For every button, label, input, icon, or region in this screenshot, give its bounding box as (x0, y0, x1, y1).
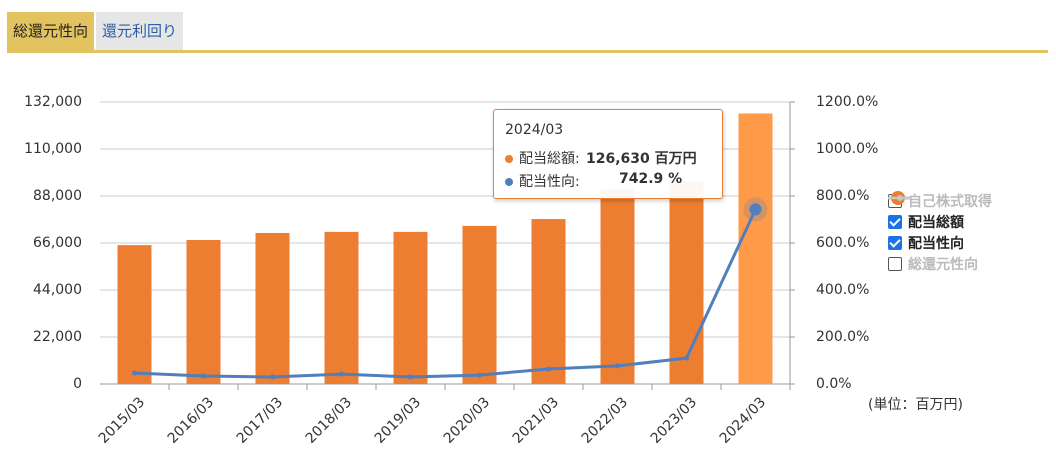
legend-entry[interactable]: 配当総額 (888, 191, 992, 232)
y-tick-label: 110,000 (24, 141, 82, 157)
tab[interactable]: 総還元性向 (7, 12, 95, 50)
tooltip-row: 配当総額: (505, 148, 580, 168)
legend: 自己株式取得 配当総額配当性向総還元性向 (888, 190, 992, 274)
x-tick-label: 2022/03 (579, 394, 631, 446)
unit-note: (単位：百万円) (868, 397, 963, 413)
x-tick-label: 2021/03 (510, 394, 562, 446)
y2-tick-label: 800.0% (816, 188, 869, 204)
point (270, 374, 275, 380)
point (132, 370, 137, 376)
tab[interactable]: 還元利回り (96, 12, 184, 50)
tabs: 総還元性向 還元利回り (7, 12, 184, 50)
tooltip-value: 742.9 % (619, 171, 683, 187)
legend-entry[interactable]: 総還元性向 (888, 195, 992, 274)
y-tick-label: 132,000 (24, 94, 82, 110)
y2-tick-label: 1000.0% (816, 141, 878, 157)
point (339, 371, 344, 377)
bar (117, 245, 152, 384)
y2-tick-label: 1200.0% (816, 94, 878, 110)
tooltip-label: 配当性向: (519, 174, 580, 190)
bar (255, 232, 290, 384)
y2-tick-label: 200.0% (816, 329, 869, 345)
bar (186, 240, 221, 384)
x-tick-label: 2023/03 (648, 394, 700, 446)
bar (600, 188, 635, 384)
y-tick-label: 88,000 (33, 188, 82, 204)
y-tick-label: 22,000 (33, 329, 82, 345)
bar (531, 219, 566, 384)
bar (462, 225, 497, 384)
legend-checkbox[interactable] (888, 235, 902, 250)
point (749, 203, 762, 216)
tooltip-row: 配当性向: (505, 171, 580, 191)
point (408, 374, 413, 380)
x-tick-label: 2020/03 (441, 394, 493, 446)
legend-label: 総還元性向 (908, 256, 978, 273)
y2-tick-label: 400.0% (816, 282, 869, 298)
point (615, 363, 620, 369)
tooltip: 2024/03 配当総額: 126,630 百万円 配当性向: 742.9 % (493, 109, 723, 199)
legend-checkbox[interactable] (888, 256, 902, 271)
y2-tick-label: 600.0% (816, 235, 869, 251)
bar (324, 231, 359, 384)
legend-entry[interactable]: 配当性向 (888, 195, 992, 253)
legend-checkbox[interactable] (888, 214, 902, 229)
point (546, 366, 551, 372)
tab-underline (7, 50, 1048, 53)
y-tick-label: 66,000 (33, 235, 82, 251)
point (684, 355, 689, 361)
y2-tick-label: 0.0% (816, 376, 852, 392)
point (477, 372, 482, 378)
x-tick-label: 2017/03 (234, 394, 286, 446)
y-tick-label: 44,000 (33, 282, 82, 298)
x-tick-label: 2015/03 (96, 394, 148, 446)
legend-symbol (888, 195, 912, 201)
x-tick-label: 2024/03 (717, 394, 769, 446)
tooltip-label: 配当総額: (519, 151, 580, 167)
y-tick-label: 0 (73, 376, 82, 392)
bar (669, 181, 704, 384)
line (134, 208, 757, 379)
tooltip-value: 126,630 百万円 (586, 151, 697, 167)
x-tick-label: 2016/03 (165, 394, 217, 446)
bar (738, 113, 773, 384)
tooltip-title: 2024/03 (505, 122, 564, 138)
x-tick-label: 2019/03 (372, 394, 424, 446)
legend-label: 配当性向 (908, 235, 964, 252)
legend-label: 配当総額 (908, 214, 964, 231)
x-tick-label: 2018/03 (303, 394, 355, 446)
point (201, 373, 206, 379)
legend-label: 自己株式取得 (908, 193, 992, 210)
bar (393, 231, 428, 384)
legend-marker (897, 195, 903, 201)
